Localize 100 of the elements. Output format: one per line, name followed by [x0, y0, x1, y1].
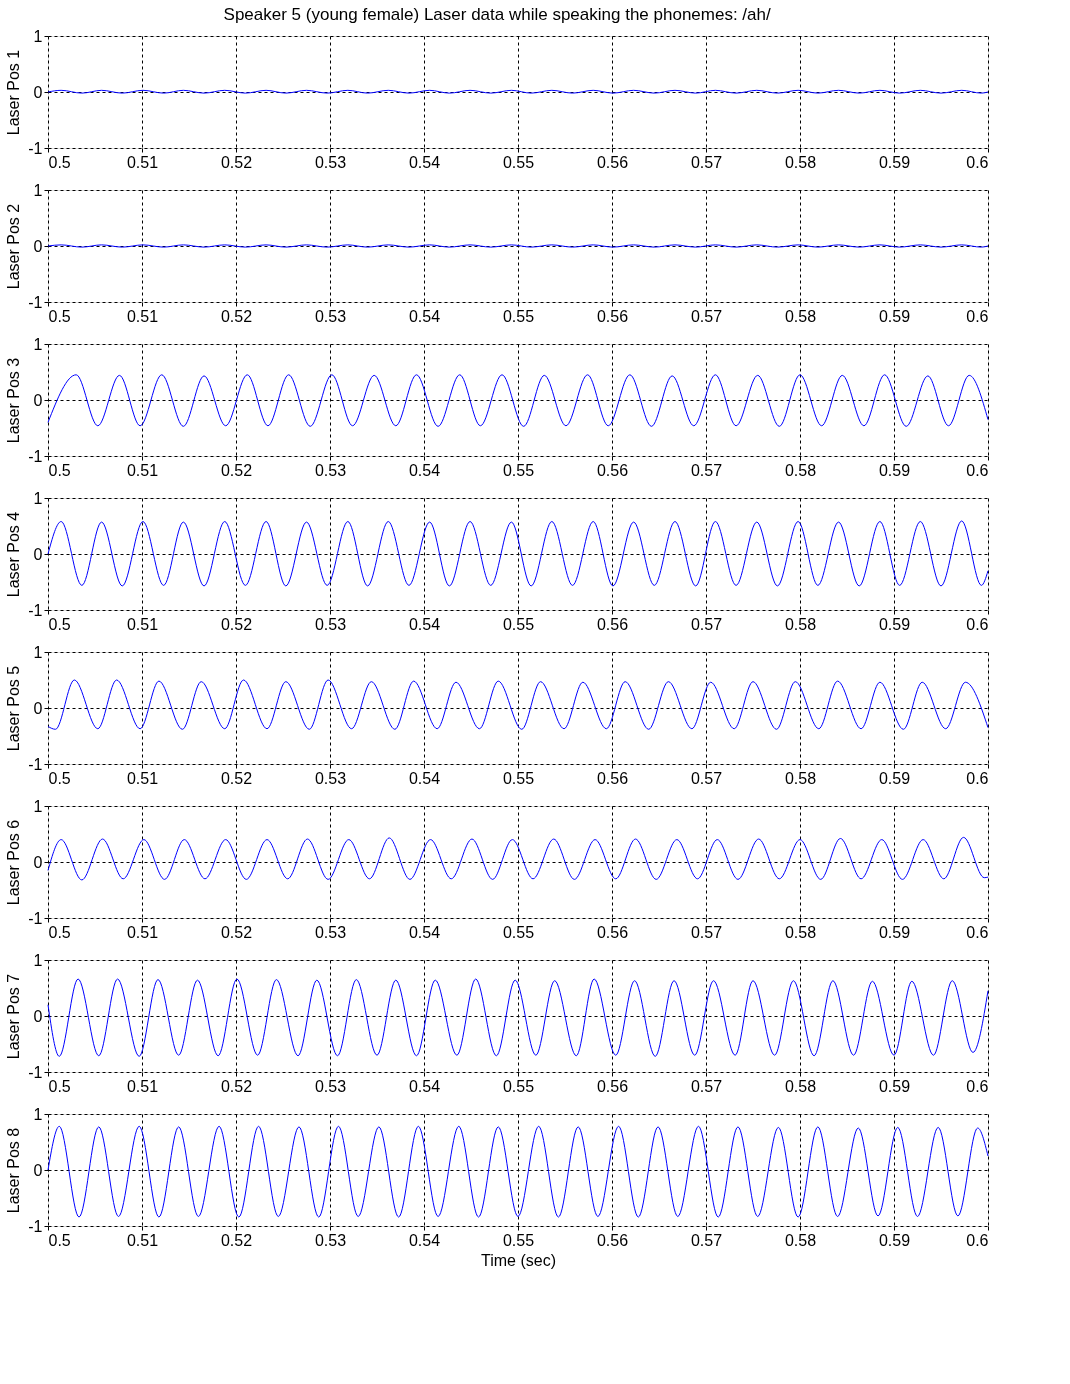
x-tick-label: 0.5 [48, 307, 71, 325]
x-tick-label: 0.53 [314, 615, 347, 633]
y-tick-label: 0 [33, 237, 43, 255]
line-series [47, 836, 989, 881]
y-axis-title: Laser Pos 4 [5, 511, 23, 598]
line-series [47, 520, 989, 587]
x-tick-label: 0.56 [596, 1231, 629, 1249]
y-tick-label: 1 [33, 1105, 43, 1123]
x-tick-label: 0.52 [220, 923, 253, 941]
x-tick-label: 0.56 [596, 769, 629, 787]
x-tick-label: 0.55 [502, 769, 535, 787]
line-series [47, 679, 989, 730]
x-tick-label: 0.6 [966, 461, 989, 479]
x-tick-label: 0.57 [690, 769, 723, 787]
x-tick-label: 0.52 [220, 615, 253, 633]
x-tick-label: 0.58 [784, 923, 817, 941]
x-tick-label: 0.52 [220, 461, 253, 479]
x-tick-label: 0.55 [502, 615, 535, 633]
x-tick-label: 0.53 [314, 153, 347, 171]
y-tick-label: 0 [33, 853, 43, 871]
y-tick-label: 0 [33, 1161, 43, 1179]
x-tick-label: 0.58 [784, 1077, 817, 1095]
x-tick-label: 0.5 [48, 1231, 71, 1249]
x-tick-label: 0.51 [126, 769, 159, 787]
x-tick-label: 0.54 [408, 923, 441, 941]
x-tick-label: 0.54 [408, 153, 441, 171]
x-tick-label: 0.59 [878, 1231, 911, 1249]
y-axis-title: Laser Pos 3 [5, 357, 23, 444]
y-tick-label: 1 [33, 27, 43, 45]
x-tick-label: 0.58 [784, 461, 817, 479]
x-tick-label: 0.57 [690, 461, 723, 479]
x-tick-label: 0.5 [48, 461, 71, 479]
y-tick-label: -1 [28, 1063, 43, 1081]
x-tick-label: 0.59 [878, 769, 911, 787]
x-tick-label: 0.54 [408, 307, 441, 325]
y-axis-title: Laser Pos 2 [5, 203, 23, 290]
x-tick-label: 0.6 [966, 153, 989, 171]
x-tick-label: 0.53 [314, 1077, 347, 1095]
y-tick-label: -1 [28, 755, 43, 773]
x-tick-label: 0.59 [878, 923, 911, 941]
y-tick-label: 1 [33, 643, 43, 661]
x-tick-label: 0.57 [690, 153, 723, 171]
y-tick-label: -1 [28, 1217, 43, 1235]
x-tick-label: 0.5 [48, 923, 71, 941]
y-tick-label: -1 [28, 909, 43, 927]
x-tick-label: 0.53 [314, 461, 347, 479]
x-tick-label: 0.59 [878, 307, 911, 325]
y-tick-label: -1 [28, 447, 43, 465]
x-tick-label: 0.57 [690, 923, 723, 941]
x-tick-label: 0.52 [220, 1231, 253, 1249]
x-tick-label: 0.59 [878, 1077, 911, 1095]
x-tick-label: 0.51 [126, 153, 159, 171]
y-tick-label: -1 [28, 601, 43, 619]
x-tick-label: 0.56 [596, 615, 629, 633]
x-tick-label: 0.6 [966, 769, 989, 787]
x-tick-label: 0.55 [502, 1231, 535, 1249]
x-tick-label: 0.58 [784, 769, 817, 787]
x-tick-label: 0.58 [784, 1231, 817, 1249]
line-series [47, 1125, 989, 1218]
x-tick-label: 0.5 [48, 153, 71, 171]
y-tick-label: -1 [28, 293, 43, 311]
x-tick-label: 0.6 [966, 923, 989, 941]
y-axis-title: Laser Pos 1 [5, 49, 23, 136]
x-tick-label: 0.51 [126, 615, 159, 633]
x-tick-label: 0.6 [966, 615, 989, 633]
x-tick-label: 0.58 [784, 615, 817, 633]
x-tick-label: 0.54 [408, 769, 441, 787]
y-axis-title: Laser Pos 8 [5, 1127, 23, 1214]
x-tick-label: 0.5 [48, 615, 71, 633]
x-tick-label: 0.58 [784, 307, 817, 325]
x-tick-label: 0.59 [878, 615, 911, 633]
x-tick-label: 0.55 [502, 461, 535, 479]
x-tick-label: 0.52 [220, 769, 253, 787]
x-tick-label: 0.57 [690, 615, 723, 633]
y-axis-title: Laser Pos 7 [5, 973, 23, 1060]
x-tick-label: 0.57 [690, 1231, 723, 1249]
y-tick-label: 0 [33, 1007, 43, 1025]
x-tick-label: 0.56 [596, 307, 629, 325]
x-tick-label: 0.55 [502, 307, 535, 325]
x-tick-label: 0.53 [314, 923, 347, 941]
x-tick-label: 0.57 [690, 1077, 723, 1095]
y-tick-label: 1 [33, 951, 43, 969]
y-axis-title: Laser Pos 6 [5, 819, 23, 906]
y-tick-label: 1 [33, 797, 43, 815]
x-tick-label: 0.58 [784, 153, 817, 171]
y-axis-title: Laser Pos 5 [5, 665, 23, 752]
y-tick-label: 0 [33, 545, 43, 563]
y-tick-label: 1 [33, 489, 43, 507]
x-tick-label: 0.51 [126, 461, 159, 479]
x-tick-label: 0.55 [502, 923, 535, 941]
x-tick-label: 0.53 [314, 769, 347, 787]
x-tick-label: 0.56 [596, 461, 629, 479]
x-tick-label: 0.57 [690, 307, 723, 325]
x-tick-label: 0.55 [502, 1077, 535, 1095]
x-tick-label: 0.53 [314, 307, 347, 325]
x-tick-label: 0.51 [126, 1077, 159, 1095]
x-tick-label: 0.51 [126, 1231, 159, 1249]
x-tick-label: 0.6 [966, 307, 989, 325]
x-tick-label: 0.54 [408, 1077, 441, 1095]
x-tick-label: 0.5 [48, 769, 71, 787]
